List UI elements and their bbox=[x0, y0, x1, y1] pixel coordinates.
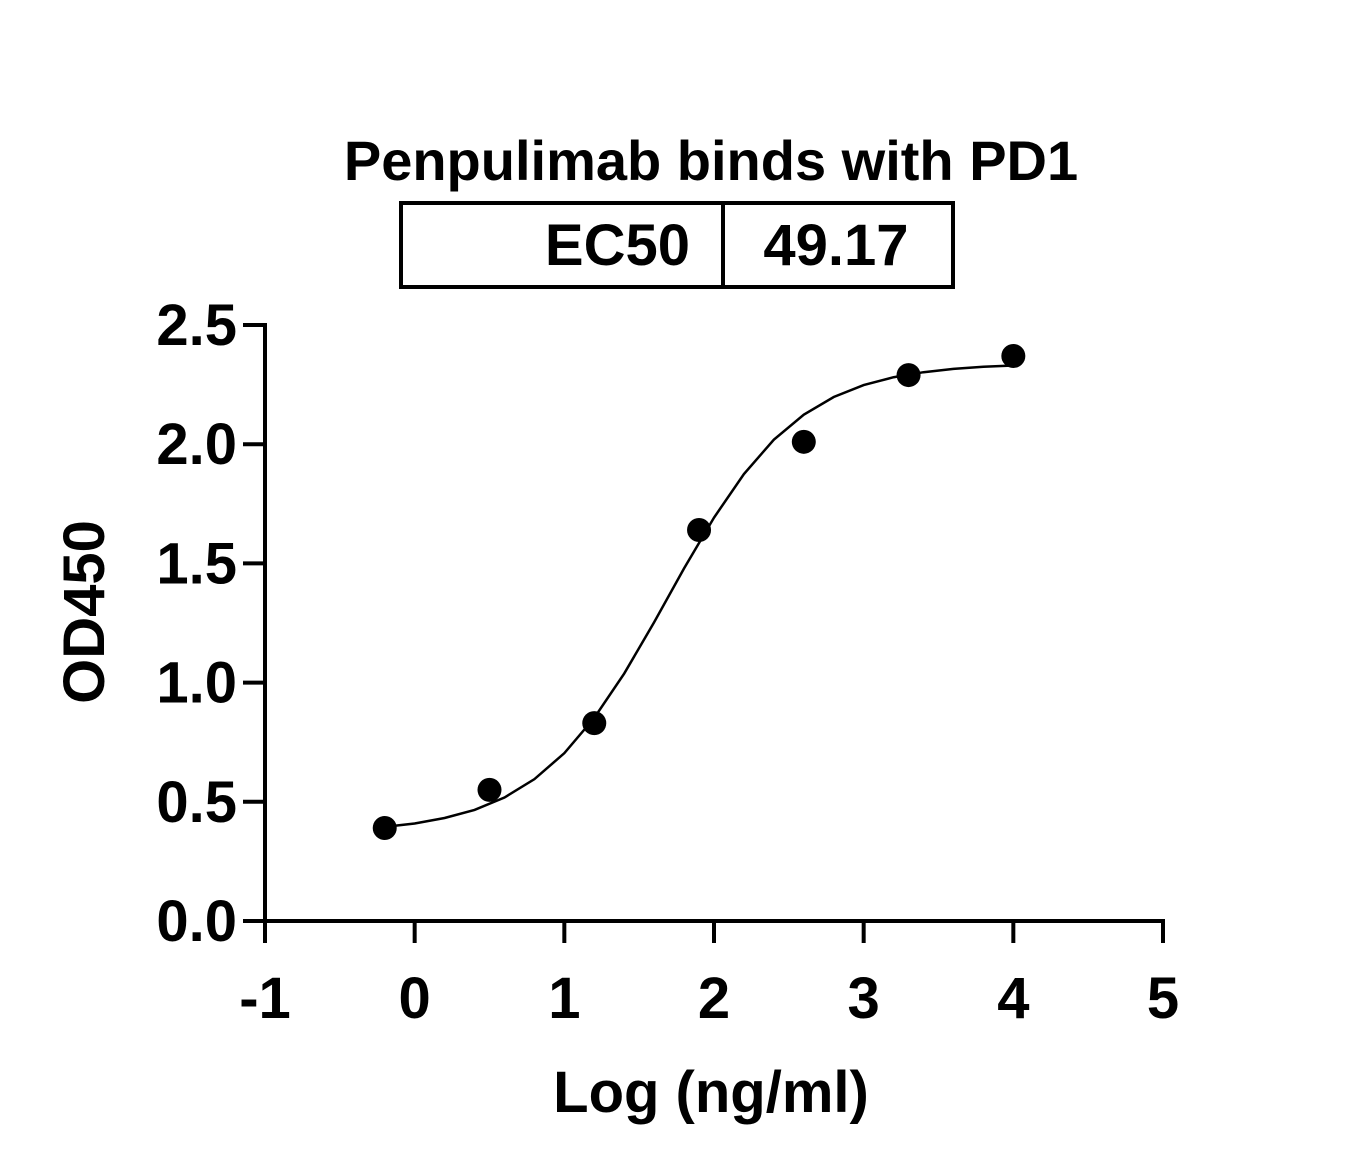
x-tick-label: 0 bbox=[399, 966, 431, 1031]
ec50-label: EC50 bbox=[545, 213, 690, 278]
x-tick-label: 4 bbox=[997, 966, 1029, 1031]
data-point bbox=[372, 816, 397, 841]
y-tick-label: 1.5 bbox=[156, 531, 237, 596]
data-point bbox=[791, 429, 816, 454]
y-axis-label: OD450 bbox=[52, 520, 117, 704]
x-axis-label: Log (ng/ml) bbox=[553, 1060, 869, 1125]
x-tick-label: 5 bbox=[1147, 966, 1179, 1031]
ec50-value: 49.17 bbox=[763, 213, 908, 278]
chart-title: Penpulimab binds with PD1 bbox=[344, 129, 1078, 192]
x-tick-label: 1 bbox=[548, 966, 580, 1031]
y-tick-label: 0.0 bbox=[156, 889, 237, 954]
y-tick-label: 1.0 bbox=[156, 651, 237, 716]
data-point bbox=[582, 711, 607, 736]
x-tick-label: 2 bbox=[698, 966, 730, 1031]
fit-curve bbox=[384, 364, 1014, 829]
y-tick-label: 2.5 bbox=[156, 293, 237, 358]
data-point bbox=[1001, 343, 1026, 368]
y-tick-label: 0.5 bbox=[156, 770, 237, 835]
ec50-box bbox=[399, 201, 955, 289]
y-tick-label: 2.0 bbox=[156, 412, 237, 477]
data-point bbox=[477, 777, 502, 802]
x-tick-label: 3 bbox=[848, 966, 880, 1031]
x-tick-label: -1 bbox=[239, 966, 291, 1031]
data-point bbox=[687, 518, 712, 543]
